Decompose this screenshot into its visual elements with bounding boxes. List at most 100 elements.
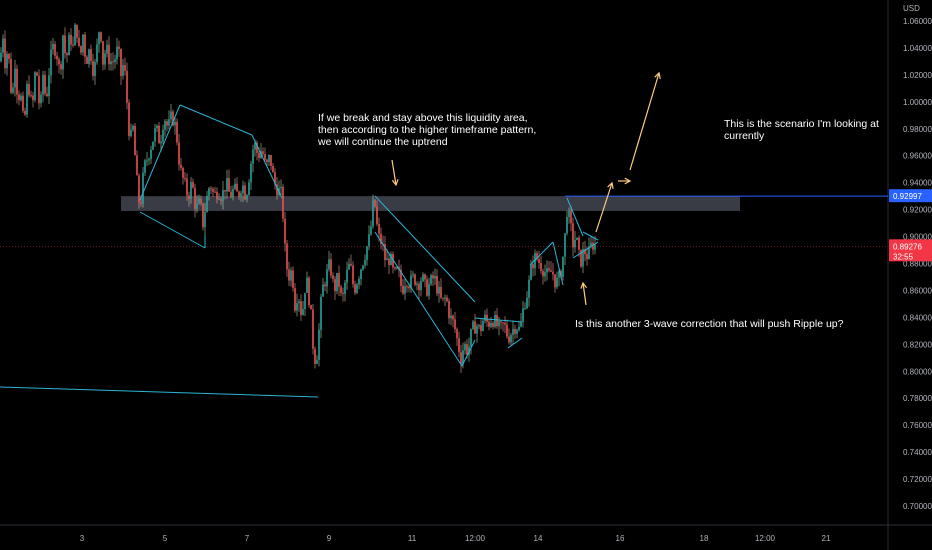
candle xyxy=(168,110,170,130)
pattern-trendline xyxy=(572,241,599,259)
candle xyxy=(504,316,506,334)
candle xyxy=(446,294,448,303)
candle xyxy=(556,271,558,289)
candle xyxy=(132,124,134,132)
candle xyxy=(290,267,292,287)
candle xyxy=(534,249,536,276)
candle xyxy=(314,346,316,369)
candle xyxy=(460,344,462,374)
x-tick-label: 7 xyxy=(245,534,250,543)
candle xyxy=(348,258,350,270)
y-tick-label: 0.98000 xyxy=(903,125,932,134)
candle xyxy=(436,269,438,297)
liquidity-zone xyxy=(121,196,740,211)
candle xyxy=(266,158,268,167)
candle xyxy=(234,178,236,191)
x-tick-label: 12:00 xyxy=(755,534,776,543)
candle xyxy=(96,38,98,65)
candle xyxy=(474,314,476,334)
candle xyxy=(306,271,308,294)
candle xyxy=(458,331,460,358)
candle xyxy=(308,276,310,308)
candle xyxy=(248,179,250,197)
candle xyxy=(80,45,82,56)
candle xyxy=(74,23,76,46)
arrow-down-head xyxy=(391,179,399,187)
candle xyxy=(98,31,100,53)
candle xyxy=(516,328,518,339)
candle xyxy=(38,69,40,110)
candle xyxy=(562,256,564,281)
candle xyxy=(390,251,392,266)
y-tick-label: 1.02000 xyxy=(903,71,932,80)
candle xyxy=(380,227,382,250)
candle xyxy=(62,34,64,79)
candle xyxy=(42,70,44,103)
candle xyxy=(316,355,318,365)
candle xyxy=(174,116,176,135)
candle xyxy=(532,255,534,277)
candle xyxy=(152,141,154,151)
candle xyxy=(56,51,58,66)
candle xyxy=(66,51,68,63)
y-tick-label: 0.72000 xyxy=(903,475,932,484)
candle xyxy=(6,51,8,76)
candle xyxy=(200,195,202,206)
candle xyxy=(312,303,314,355)
candle xyxy=(438,280,440,303)
candle xyxy=(502,321,504,332)
candle xyxy=(230,185,232,199)
candle xyxy=(54,40,56,60)
y-tick-label: 0.92000 xyxy=(903,206,932,215)
candle xyxy=(356,282,358,295)
y-tick-label: 0.76000 xyxy=(903,421,932,430)
candle xyxy=(492,321,494,330)
candle xyxy=(204,202,206,235)
candle xyxy=(336,273,338,295)
pattern-trendline xyxy=(529,241,554,266)
candle xyxy=(188,191,190,207)
candle xyxy=(384,236,386,267)
candle xyxy=(412,271,414,279)
candle xyxy=(292,266,294,292)
candle xyxy=(480,319,482,337)
candle xyxy=(70,28,72,52)
arrow-projection-3 xyxy=(629,72,660,171)
price-tag-blue-bg xyxy=(889,189,932,203)
candle xyxy=(370,220,372,236)
candle xyxy=(4,30,6,74)
price-tag-current: 0.89276 xyxy=(893,242,922,251)
candle xyxy=(14,59,16,97)
candle xyxy=(34,71,36,103)
candle xyxy=(586,246,588,266)
candle xyxy=(162,124,164,145)
candle xyxy=(150,145,152,164)
y-tick-label: 0.82000 xyxy=(903,340,932,349)
candle xyxy=(522,300,524,328)
candle xyxy=(558,268,560,287)
annotation-question: Is this another 3-wave correction that w… xyxy=(575,318,844,330)
candle xyxy=(10,52,12,95)
y-tick-label: 1.06000 xyxy=(903,17,932,26)
candle xyxy=(130,123,132,138)
candle xyxy=(388,252,390,275)
candle xyxy=(12,82,14,95)
candle xyxy=(192,178,194,189)
y-tick-label: 1.00000 xyxy=(903,98,932,107)
candle xyxy=(582,241,584,274)
candle xyxy=(352,261,354,288)
candle xyxy=(86,55,88,64)
candle xyxy=(36,71,38,77)
pattern-trendline xyxy=(474,317,523,323)
candle xyxy=(154,123,156,147)
annotation-scenario: This is the scenario I'm looking at curr… xyxy=(724,118,879,142)
candle xyxy=(274,168,276,190)
candle xyxy=(294,283,296,313)
candle xyxy=(156,124,158,133)
candle xyxy=(102,40,104,71)
candle xyxy=(48,68,50,105)
candle xyxy=(452,314,454,328)
x-tick-label: 14 xyxy=(534,534,543,543)
candle xyxy=(270,154,272,171)
